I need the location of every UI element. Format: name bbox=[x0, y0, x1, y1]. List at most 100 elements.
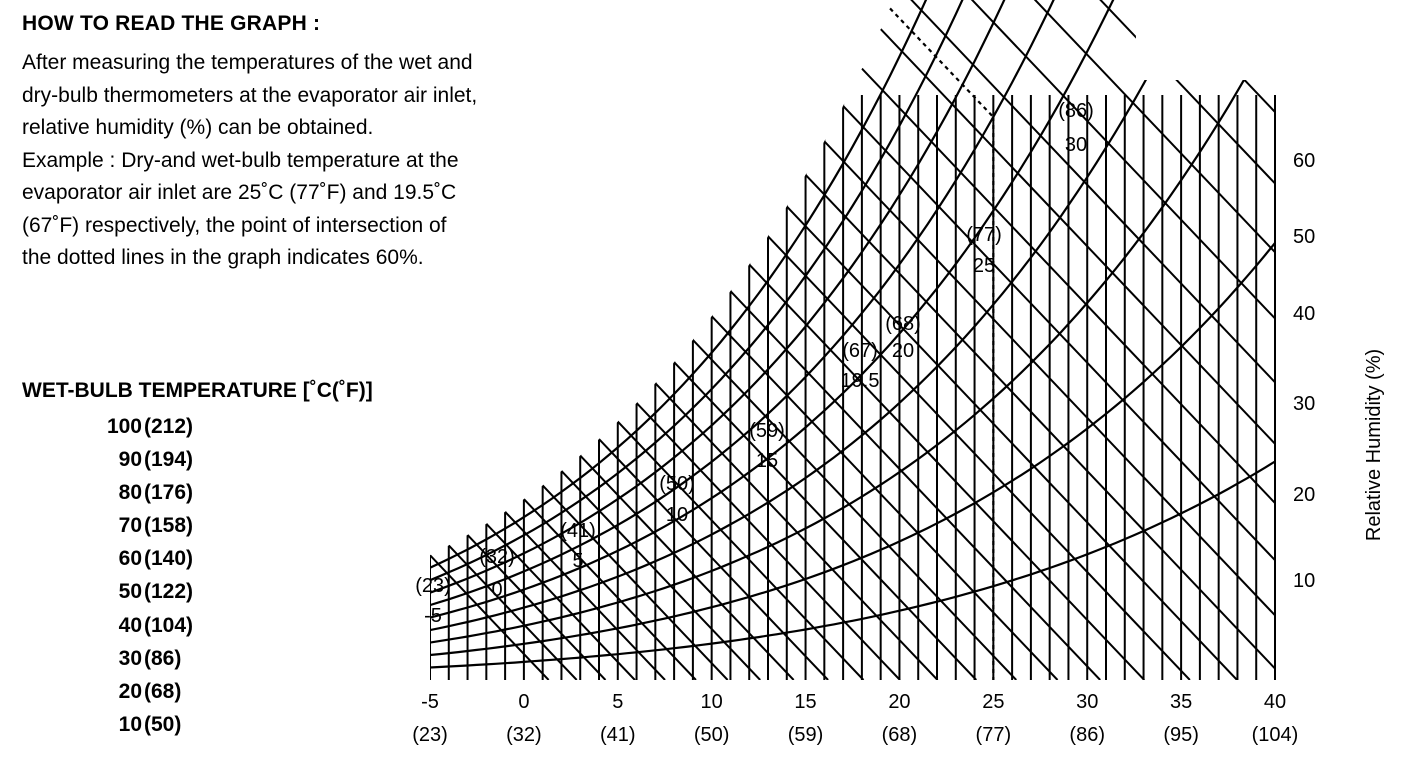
x-tick-label-celsius: 10 bbox=[701, 691, 723, 713]
wet-bulb-line bbox=[823, 140, 1275, 617]
x-tick-label-celsius: 20 bbox=[888, 691, 910, 713]
y-tick-label: 60 bbox=[1293, 150, 1315, 172]
x-tick-label-celsius: 15 bbox=[794, 691, 816, 713]
x-tick-label-fahrenheit: (50) bbox=[694, 724, 730, 746]
wet-bulb-celsius: 80 bbox=[118, 481, 142, 505]
wet-bulb-celsius: 90 bbox=[118, 448, 142, 472]
wet-bulb-line bbox=[710, 315, 1059, 680]
x-tick-label-celsius: 5 bbox=[612, 691, 623, 713]
x-tick-label-celsius: 0 bbox=[518, 691, 529, 713]
y-tick-label: 50 bbox=[1293, 226, 1315, 248]
wet-bulb-fahrenheit: (50) bbox=[144, 712, 182, 736]
relative-humidity-curve bbox=[430, 242, 1275, 657]
saturation-label-celsius: 20 bbox=[892, 340, 914, 362]
wet-bulb-line bbox=[842, 105, 1275, 561]
wet-bulb-fahrenheit: (104) bbox=[144, 613, 194, 637]
wet-bulb-line bbox=[879, 28, 1275, 445]
wet-bulb-fahrenheit: (122) bbox=[144, 580, 194, 604]
saturation-label-fahrenheit: (41) bbox=[560, 520, 596, 542]
saturation-label-fahrenheit: (77) bbox=[966, 224, 1002, 246]
x-tick-label-celsius: 30 bbox=[1076, 691, 1098, 713]
wet-bulb-fahrenheit: (158) bbox=[144, 514, 194, 538]
wet-bulb-legend: 100 (212) 90 (194) 80 (176) 70 (158) 60 (140)… bbox=[88, 410, 224, 741]
wet-bulb-celsius: 70 bbox=[118, 514, 142, 538]
instructions-line: dry-bulb thermometers at the evaporator … bbox=[22, 83, 478, 107]
saturation-label-celsius: 15 bbox=[756, 450, 778, 472]
wet-bulb-line bbox=[767, 235, 1191, 680]
relative-humidity-curve bbox=[430, 460, 1275, 669]
x-tick-label-fahrenheit: (86) bbox=[1069, 724, 1105, 746]
saturation-label-fahrenheit: (68) bbox=[885, 313, 921, 335]
x-tick-label-celsius: -5 bbox=[421, 691, 439, 713]
y-tick-label: 20 bbox=[1293, 484, 1315, 506]
wet-bulb-celsius: 100 bbox=[106, 415, 142, 438]
relative-humidity-curve bbox=[430, 0, 1275, 594]
wet-bulb-fahrenheit: (86) bbox=[144, 646, 182, 670]
wet-bulb-line bbox=[786, 205, 1238, 680]
wet-bulb-fahrenheit: (68) bbox=[144, 679, 182, 703]
wet-bulb-line bbox=[861, 67, 1275, 504]
wet-bulb-line bbox=[692, 339, 1017, 680]
wet-bulb-line bbox=[523, 498, 697, 680]
saturation-label-celsius: 0 bbox=[491, 579, 502, 601]
wet-bulb-celsius: 50 bbox=[118, 580, 142, 604]
instructions-line: Example : Dry-and wet-bulb temperature a… bbox=[22, 148, 459, 172]
instructions-text: After measuring the temperatures of the … bbox=[22, 47, 662, 275]
x-tick-label-fahrenheit: (95) bbox=[1163, 724, 1199, 746]
wet-bulb-line bbox=[898, 0, 1275, 383]
saturation-label-fahrenheit: (86) bbox=[1058, 100, 1094, 122]
x-tick-label-fahrenheit: (32) bbox=[506, 724, 542, 746]
saturation-label-celsius: -5 bbox=[424, 605, 442, 627]
x-tick-label-fahrenheit: (77) bbox=[976, 724, 1012, 746]
wet-bulb-line bbox=[504, 511, 666, 680]
wet-bulb-row: 70 (158) bbox=[88, 509, 224, 542]
wet-bulb-celsius: 40 bbox=[118, 613, 142, 637]
relative-humidity-curve bbox=[430, 0, 1275, 607]
instructions-line: relative humidity (%) can be obtained. bbox=[22, 116, 374, 139]
instructions-line: evaporator air inlet are 25˚C (77˚F) and… bbox=[22, 181, 457, 204]
relative-humidity-curve bbox=[430, 23, 1275, 644]
instructions-title: HOW TO READ THE GRAPH : bbox=[22, 12, 321, 35]
wet-bulb-row: 30 (86) bbox=[88, 642, 224, 675]
wet-bulb-line bbox=[485, 523, 636, 680]
wet-bulb-fahrenheit: (176) bbox=[144, 481, 194, 505]
saturation-label-celsius: 10 bbox=[666, 504, 688, 526]
wet-bulb-line bbox=[654, 382, 939, 680]
wet-bulb-row: 60 (140) bbox=[88, 542, 224, 575]
wet-bulb-line bbox=[598, 438, 829, 680]
wet-bulb-line bbox=[729, 290, 1101, 680]
chart-grid bbox=[430, 0, 1275, 680]
saturation-label-fahrenheit: (23) bbox=[415, 575, 451, 597]
wet-bulb-row: 80 (176) bbox=[88, 476, 224, 509]
saturation-label-celsius: 5 bbox=[572, 550, 583, 572]
wet-bulb-line bbox=[430, 554, 550, 680]
relative-humidity-curve bbox=[430, 0, 1275, 569]
wet-bulb-row: 20 (68) bbox=[88, 675, 224, 708]
wet-bulb-celsius: 60 bbox=[118, 547, 142, 571]
x-tick-label-celsius: 40 bbox=[1264, 691, 1286, 713]
saturation-label-fahrenheit: (59) bbox=[749, 420, 785, 442]
wet-bulb-line bbox=[955, 0, 1275, 185]
wet-bulb-celsius: 10 bbox=[118, 712, 142, 736]
wet-bulb-row: 100 (212) bbox=[88, 410, 224, 443]
wet-bulb-row: 40 (104) bbox=[88, 609, 224, 642]
y-tick-label: 40 bbox=[1293, 303, 1315, 325]
wet-bulb-line bbox=[748, 263, 1146, 680]
wet-bulb-line bbox=[560, 470, 761, 680]
saturation-label-celsius: 25 bbox=[973, 255, 995, 277]
saturation-label-fahrenheit: (67) bbox=[842, 340, 878, 362]
wet-bulb-line bbox=[936, 0, 1275, 253]
x-tick-label-fahrenheit: (41) bbox=[600, 724, 636, 746]
wet-bulb-line bbox=[579, 454, 795, 680]
wet-bulb-legend-title: WET-BULB TEMPERATURE [˚C(˚F)] bbox=[22, 379, 373, 402]
wet-bulb-celsius: 20 bbox=[118, 679, 142, 703]
wet-bulb-line bbox=[635, 402, 901, 680]
relative-humidity-curve bbox=[430, 0, 1275, 619]
saturation-label-fahrenheit: (50) bbox=[659, 473, 695, 495]
wet-bulb-line bbox=[466, 534, 607, 680]
relative-humidity-curve bbox=[430, 0, 1275, 582]
wet-bulb-fahrenheit: (194) bbox=[144, 448, 194, 472]
x-tick-label-celsius: 35 bbox=[1170, 691, 1192, 713]
wet-bulb-celsius: 30 bbox=[118, 646, 142, 670]
